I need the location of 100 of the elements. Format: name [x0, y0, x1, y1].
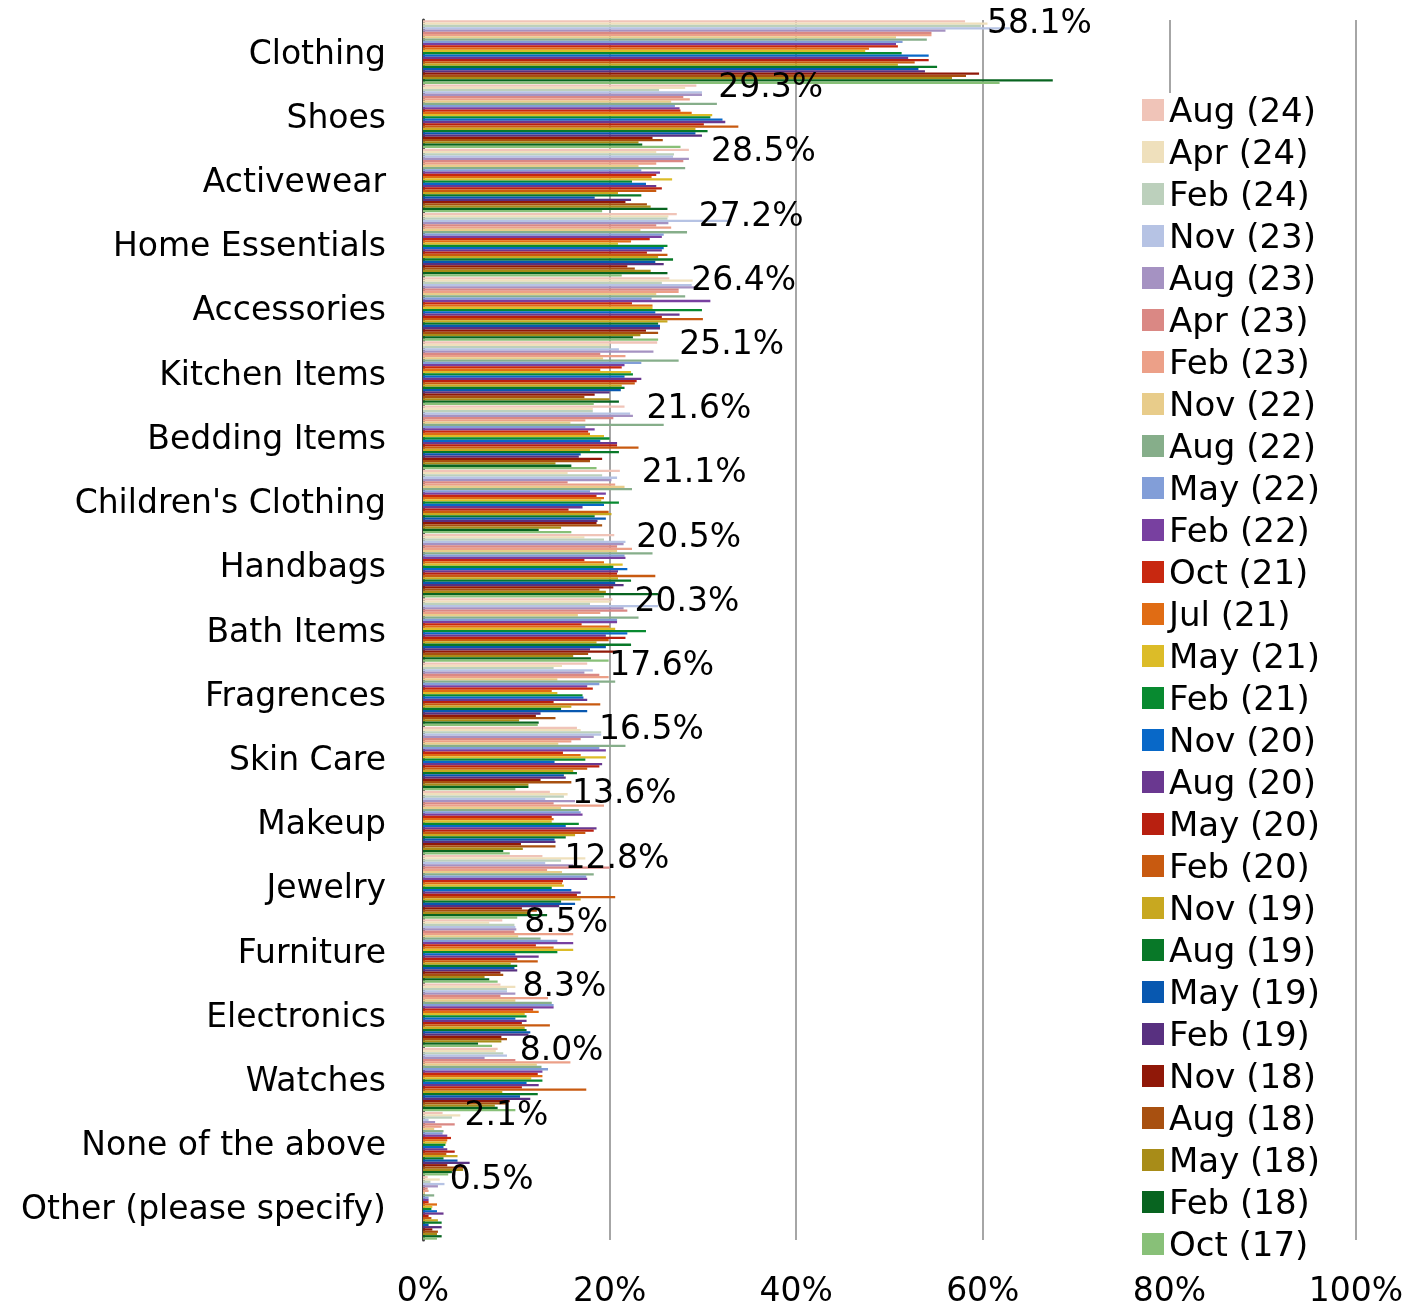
- bar: [423, 134, 702, 137]
- data-label: 20.5%: [636, 515, 742, 555]
- data-label: 25.1%: [679, 323, 785, 363]
- y-tick-label: None of the above: [81, 1124, 386, 1164]
- y-tick-label: Bath Items: [206, 610, 386, 650]
- data-label: 8.0%: [519, 1029, 604, 1069]
- y-tick-label: Other (please specify): [21, 1188, 386, 1228]
- bar: [423, 836, 566, 839]
- y-tick-label: Fragrences: [204, 674, 386, 714]
- bar: [423, 1008, 534, 1011]
- bar: [423, 391, 610, 394]
- x-tick-label: 60%: [946, 1270, 1020, 1309]
- bar: [423, 267, 635, 270]
- bar: [423, 740, 572, 743]
- data-label: 13.6%: [571, 772, 677, 812]
- bar: [423, 595, 604, 598]
- y-tick-label: Home Essentials: [112, 225, 386, 265]
- bar: [423, 421, 571, 424]
- bar: [423, 1079, 543, 1082]
- bar: [423, 38, 927, 41]
- bar: [423, 1070, 543, 1073]
- bar: [423, 242, 618, 245]
- x-tick-label: 0%: [396, 1270, 450, 1309]
- bar: [423, 625, 610, 628]
- bar: [423, 320, 668, 323]
- y-tick-label: Handbags: [219, 546, 386, 586]
- legend-label: Oct (17): [1169, 1224, 1309, 1264]
- legend-label: Feb (21): [1169, 678, 1310, 718]
- bar: [423, 295, 686, 298]
- bar: [423, 1176, 428, 1179]
- y-tick-label: Accessories: [192, 289, 386, 329]
- bar: [423, 749, 606, 752]
- bar: [423, 1116, 452, 1119]
- legend-label: Aug (24): [1169, 90, 1316, 130]
- bar: [423, 400, 619, 403]
- legend-label: Feb (20): [1169, 846, 1310, 886]
- data-label: 8.5%: [524, 900, 609, 940]
- legend-label: Aug (20): [1169, 762, 1316, 802]
- bar: [423, 1086, 522, 1089]
- bar: [423, 29, 946, 32]
- legend-label: May (18): [1169, 1140, 1320, 1180]
- data-label: 26.4%: [691, 258, 797, 298]
- y-tick-label: Jewelry: [264, 867, 386, 907]
- y-tick-label: Kitchen Items: [159, 353, 386, 393]
- bar: [423, 657, 591, 660]
- bar: [423, 375, 625, 378]
- y-tick-label: Bedding Items: [147, 417, 386, 457]
- bar: [423, 1194, 435, 1197]
- bar: [423, 962, 511, 965]
- bar: [423, 687, 593, 690]
- data-label: 12.8%: [564, 836, 670, 876]
- bar: [423, 937, 541, 940]
- legend-label: May (20): [1169, 804, 1320, 844]
- bar: [423, 999, 516, 1002]
- bar: [423, 545, 618, 548]
- bar: [423, 1095, 521, 1098]
- bar: [423, 758, 586, 761]
- bar: [423, 1150, 455, 1153]
- bar: [423, 483, 616, 486]
- bar: [423, 313, 680, 316]
- x-tick-label: 80%: [1132, 1270, 1207, 1309]
- y-tick-label: Children's Clothing: [74, 482, 386, 522]
- bar: [423, 125, 739, 128]
- bar: [423, 474, 603, 477]
- data-label: 16.5%: [598, 708, 704, 748]
- bar: [423, 1221, 442, 1224]
- bar: [423, 703, 601, 706]
- bar: [423, 561, 604, 564]
- bar: [423, 462, 556, 465]
- bar: [423, 588, 600, 591]
- bar: [423, 536, 585, 539]
- bar: [423, 1157, 444, 1160]
- bar: [423, 274, 622, 277]
- bar: [423, 162, 657, 165]
- bar: [423, 616, 639, 619]
- bar: [423, 944, 536, 947]
- y-tick-label: Shoes: [286, 96, 386, 136]
- data-label: 27.2%: [698, 194, 804, 234]
- x-tick-label: 20%: [572, 1270, 647, 1309]
- bar: [423, 196, 595, 199]
- bar: [423, 1123, 455, 1126]
- y-tick-label: Skin Care: [228, 738, 386, 778]
- bar: [423, 712, 541, 715]
- bar: [423, 678, 558, 681]
- bar: [423, 279, 693, 282]
- bar: [423, 1223, 429, 1227]
- y-tick-label: Clothing: [248, 32, 386, 72]
- bar: [423, 446, 639, 449]
- data-label: 58.1%: [987, 1, 1092, 41]
- bar: [423, 524, 603, 527]
- legend-label: Nov (20): [1169, 720, 1316, 760]
- bar: [423, 187, 662, 190]
- bar: [423, 845, 556, 848]
- bar: [423, 1111, 443, 1115]
- y-tick-label: Makeup: [257, 803, 386, 843]
- bar: [423, 607, 624, 610]
- bar: [423, 258, 674, 261]
- bar: [423, 1235, 442, 1238]
- bar: [423, 357, 604, 360]
- bar: [423, 795, 564, 798]
